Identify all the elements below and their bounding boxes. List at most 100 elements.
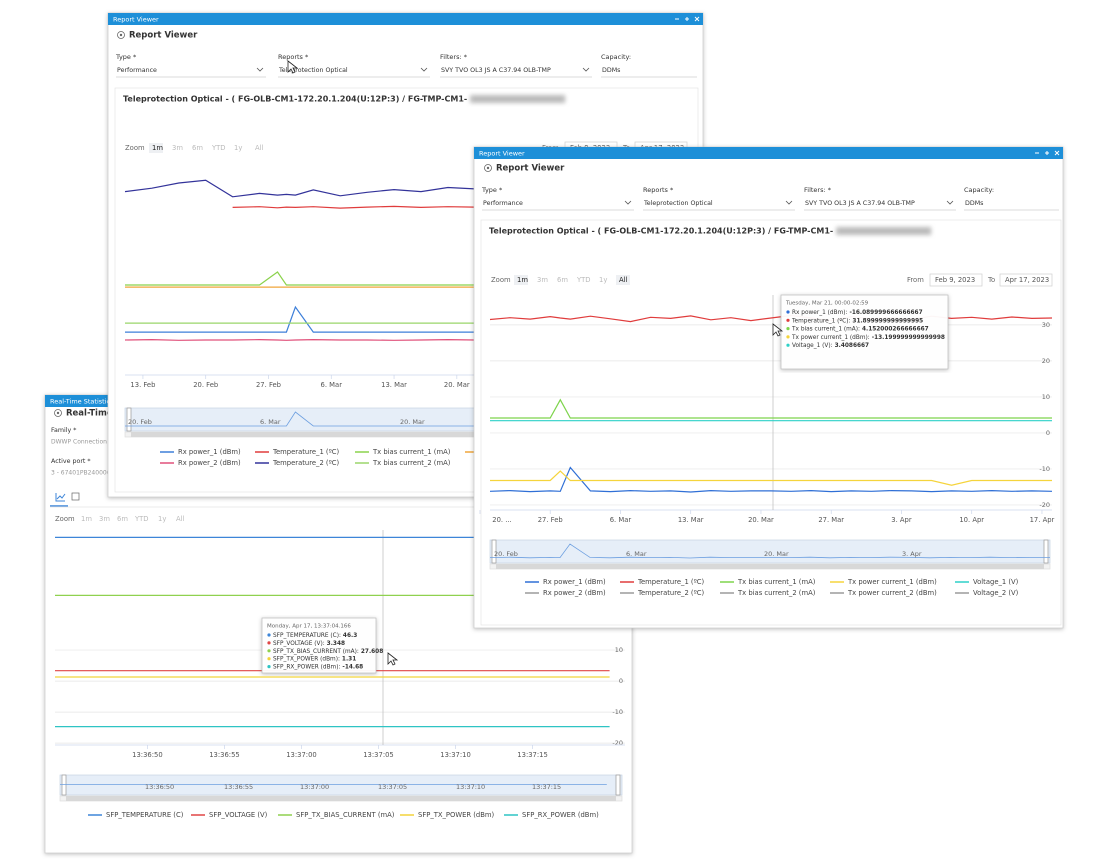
tooltip-dot — [786, 310, 790, 314]
zoom-button[interactable]: 6m — [117, 515, 128, 523]
dropdown[interactable]: SVY TVO OL3 JS A C37.94 OLB-TMP — [804, 200, 956, 211]
chevron-icon — [785, 200, 793, 205]
zoom-button[interactable]: All — [176, 515, 185, 523]
legend-item[interactable]: Tx power current_2 (dBm) — [830, 589, 937, 597]
redacted-text — [470, 95, 566, 103]
zoom-button[interactable]: All — [255, 144, 264, 152]
header-icon — [56, 411, 60, 415]
legend-item[interactable]: SFP_RX_POWER (dBm) — [504, 811, 599, 819]
y-tick-label: -10 — [1039, 465, 1050, 473]
legend-label: Tx bias current_2 (mA) — [372, 459, 451, 467]
series-line — [489, 466, 1053, 493]
dropdown[interactable]: Performance — [482, 200, 634, 211]
to-date[interactable]: Apr 17, 2023 — [1005, 276, 1049, 284]
tooltip-row: Rx power_1 (dBm): -16.089999666666667 — [792, 310, 923, 316]
legend-item[interactable]: Voltage_1 (V) — [955, 578, 1019, 586]
legend-item[interactable]: Voltage_2 (V) — [955, 589, 1019, 597]
field-label: Active port * — [51, 458, 91, 465]
zoom-button[interactable]: 6m — [557, 276, 568, 284]
legend-item[interactable]: Rx power_1 (dBm) — [525, 578, 606, 586]
dropdown[interactable]: DDMs — [601, 67, 697, 78]
y-tick-label: -20 — [1039, 501, 1050, 509]
zoom-button[interactable]: 1y — [158, 515, 166, 523]
chevron-icon — [582, 67, 590, 72]
dropdown[interactable]: Performance — [116, 67, 266, 78]
zoom-button[interactable]: 3m — [537, 276, 548, 284]
legend-item[interactable]: SFP_VOLTAGE (V) — [191, 811, 268, 819]
date-input — [929, 273, 983, 287]
zoom-button[interactable]: 1m — [152, 144, 163, 152]
view-tabs[interactable] — [50, 492, 80, 507]
dropdown[interactable]: Teleprotection Optical — [643, 200, 795, 211]
legend-item[interactable]: Tx power current_1 (dBm) — [830, 578, 937, 586]
legend-item[interactable]: Rx power_2 (dBm) — [160, 459, 241, 467]
x-tick-label: 20. Mar — [444, 381, 470, 389]
zoom-button[interactable]: All — [619, 276, 628, 284]
dropdown[interactable]: DDMs — [964, 200, 1059, 211]
header-icon — [119, 33, 123, 37]
tooltip-dot — [267, 641, 271, 645]
zoom-button[interactable]: 1m — [81, 515, 92, 523]
zoom-button-bg — [514, 275, 528, 285]
navigator-label: 13:37:00 — [300, 783, 329, 791]
legend-item[interactable]: SFP_TX_POWER (dBm) — [400, 811, 495, 819]
series-line — [490, 470, 1052, 486]
mouse-cursor — [772, 323, 784, 337]
x-tick-label: 27. Mar — [818, 516, 844, 524]
legend-label: Temperature_2 (ºC) — [637, 589, 705, 597]
legend-label: Rx power_2 (dBm) — [543, 589, 606, 597]
tooltip-label: SFP_TX_BIAS_CURRENT (mA): — [273, 648, 359, 654]
legend-item[interactable]: Temperature_1 (ºC) — [255, 448, 340, 456]
tooltip-row: SFP_TX_BIAS_CURRENT (mA): 27.608 — [273, 648, 383, 654]
x-tick-label: 13. Mar — [381, 381, 407, 389]
navigator-label: 13:37:10 — [456, 783, 485, 791]
field-value: Performance — [117, 67, 157, 74]
legend-item[interactable]: Tx bias current_1 (mA) — [355, 448, 451, 456]
series-line — [490, 398, 1052, 419]
window-controls[interactable] — [1035, 150, 1060, 156]
legend-item[interactable]: SFP_TEMPERATURE (C) — [88, 811, 184, 819]
tooltip-row: Tx bias current_1 (mA): 4.152000266666667 — [791, 326, 929, 332]
legend-item[interactable]: Tx bias current_1 (mA) — [720, 578, 816, 586]
scrollbar-thumb — [66, 796, 616, 801]
chevron-icon — [946, 200, 954, 205]
tooltip-row: Voltage_1 (V): 3.4086667 — [792, 343, 869, 349]
legend-label: Voltage_2 (V) — [973, 589, 1019, 597]
legend-item[interactable]: Temperature_1 (ºC) — [620, 578, 705, 586]
window-controls[interactable] — [675, 16, 700, 22]
tooltip-value: 4.152000266666667 — [862, 326, 929, 332]
dropdown[interactable]: SVY TVO OL3 JS A C37.94 OLB-TMP — [440, 67, 592, 78]
navigator-mask — [491, 539, 497, 564]
chevron-icon — [420, 67, 428, 72]
dropdown[interactable]: Teleprotection Optical — [278, 67, 430, 78]
window-header: Report Viewer — [496, 164, 565, 174]
zoom-button[interactable]: 3m — [172, 144, 183, 152]
legend-item[interactable]: Tx bias current_2 (mA) — [355, 459, 451, 467]
zoom-button[interactable]: 1y — [599, 276, 607, 284]
navigator-label: 13:36:55 — [224, 783, 253, 791]
tooltip-value: -16.089999666666667 — [849, 310, 922, 316]
field-value: SVY TVO OL3 JS A C37.94 OLB-TMP — [441, 67, 551, 74]
legend-item[interactable]: Rx power_1 (dBm) — [160, 448, 241, 456]
legend-item[interactable]: Tx bias current_2 (mA) — [720, 589, 816, 597]
legend-item[interactable]: Rx power_2 (dBm) — [525, 589, 606, 597]
tooltip-dot — [267, 657, 271, 661]
legend-item[interactable]: SFP_TX_BIAS_CURRENT (mA) — [278, 811, 395, 819]
zoom-button[interactable]: YTD — [211, 144, 226, 152]
title-bar — [474, 147, 1063, 159]
navigator-label: 13:36:50 — [145, 783, 174, 791]
zoom-button[interactable]: 6m — [192, 144, 203, 152]
zoom-button[interactable]: 1m — [517, 276, 528, 284]
legend-item[interactable]: Temperature_2 (ºC) — [255, 459, 340, 467]
navigator-label: 13:37:15 — [532, 783, 561, 791]
zoom-button[interactable]: 3m — [99, 515, 110, 523]
legend-item[interactable]: Temperature_2 (ºC) — [620, 589, 705, 597]
field-label: Filters: * — [440, 53, 468, 61]
zoom-button[interactable]: YTD — [576, 276, 591, 284]
zoom-button[interactable]: 1y — [234, 144, 242, 152]
x-tick-label: 17. Apr — [1030, 516, 1055, 524]
zoom-button[interactable]: YTD — [134, 515, 149, 523]
chart-tab-icon — [55, 493, 66, 502]
tooltip-row: SFP_TX_POWER (dBm): 1.31 — [273, 656, 356, 662]
from-date[interactable]: Feb 9, 2023 — [935, 276, 975, 284]
